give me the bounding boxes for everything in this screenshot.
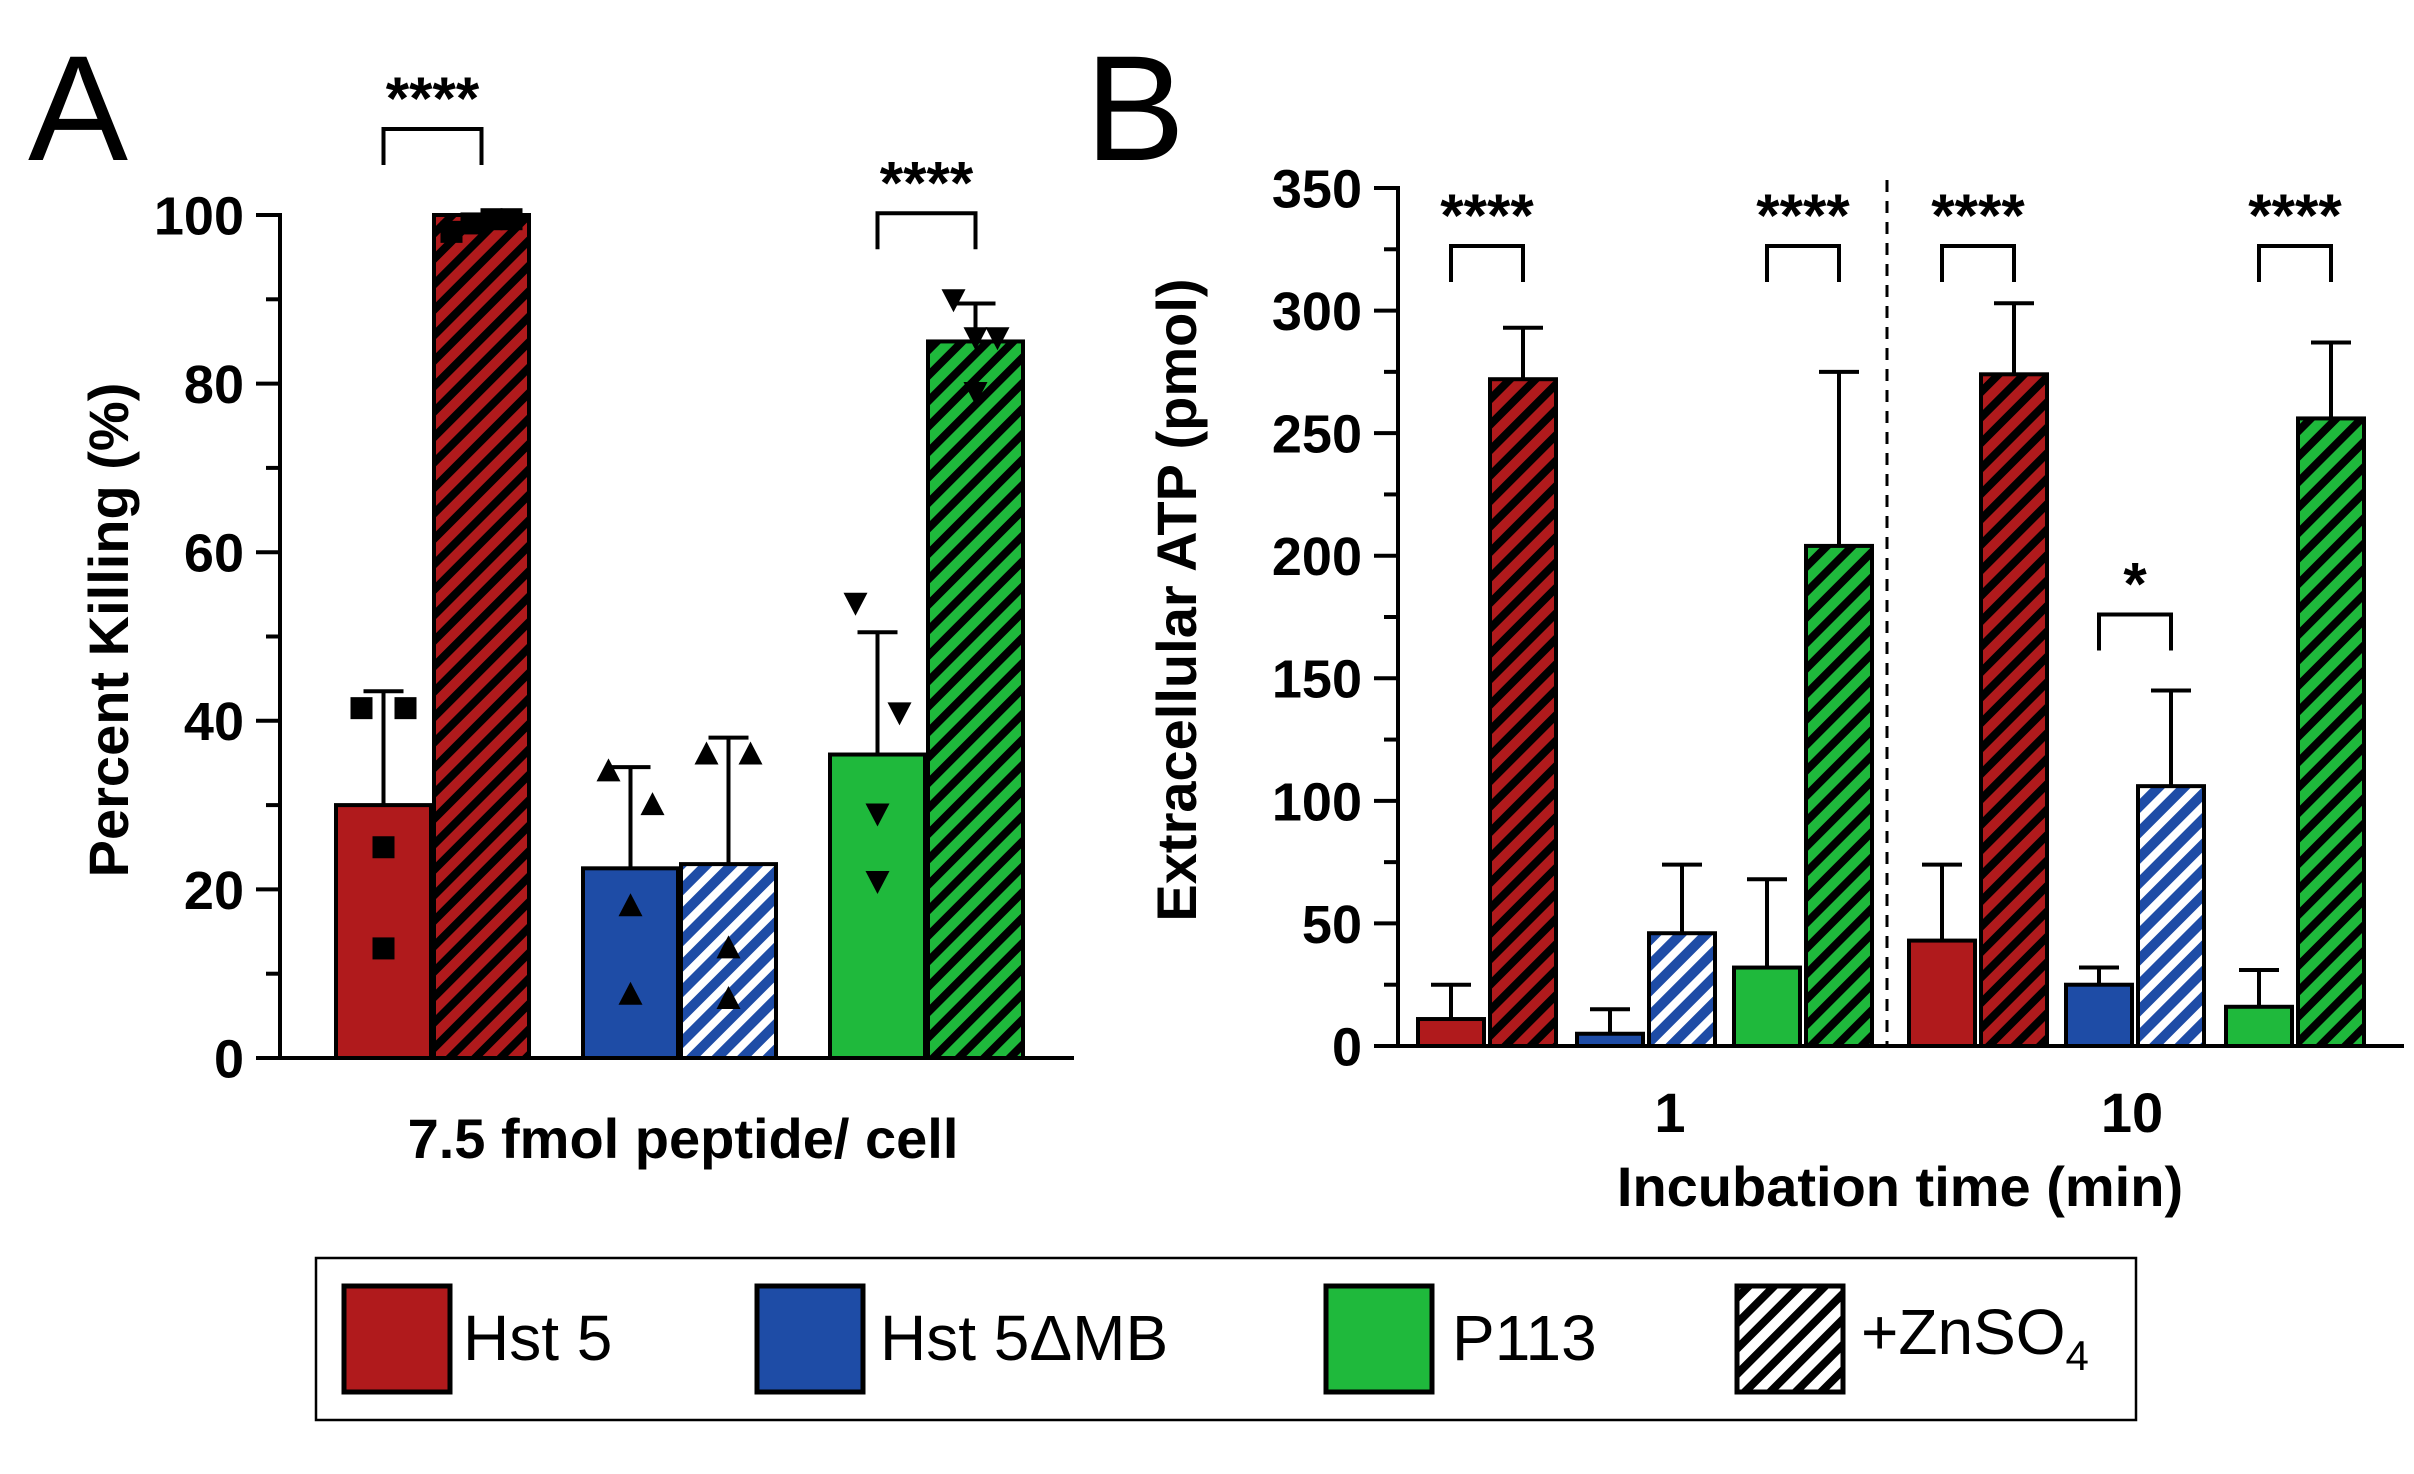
y-tick-label: 40 (184, 692, 244, 752)
data-point-3-1 (738, 741, 763, 765)
data-point-3-3 (716, 985, 741, 1009)
bar-p113-plain-4 (828, 752, 927, 1061)
bar-hst5dmb-zn-9 (2136, 784, 2206, 1048)
legend-label-p113: P113 (1452, 1302, 1597, 1374)
data-point-4-3 (865, 870, 890, 894)
y-tick-label: 200 (1272, 527, 1362, 587)
bar-hst5-plain-6 (1907, 938, 1977, 1048)
legend-swatch-znso4 (1734, 1283, 1846, 1395)
significance-bracket-b1 (1765, 244, 1841, 282)
legend-swatch-p113 (1323, 1283, 1435, 1395)
data-point-2-1 (640, 792, 665, 816)
significance-bracket-a1 (875, 211, 978, 250)
data-point-5-2 (963, 327, 988, 351)
y-tick-label: 0 (1332, 1017, 1362, 1077)
legend: Hst 5 Hst 5ΔMB P113 +ZnSO4 (314, 1256, 2138, 1422)
bar-p113-plain-4 (1732, 965, 1802, 1048)
legend-label-znso4-main: +ZnSO (1861, 1296, 2066, 1368)
panel-a: A **** **** 0 20 40 60 80 100 Percent Killing … (28, 24, 1074, 1170)
y-tick-label: 100 (154, 186, 244, 246)
bar-p113-zn-5 (926, 339, 1025, 1060)
y-tick-label: 0 (214, 1029, 244, 1089)
data-point-4-2 (865, 803, 890, 827)
y-tick-label: 20 (184, 861, 244, 921)
data-point-0-3 (372, 937, 395, 960)
bar-hst5-plain-0 (1416, 1017, 1486, 1049)
significance-label-b1: **** (1756, 182, 1850, 249)
significance-bracket-b2 (1940, 244, 2016, 282)
bar-p113-zn-11 (2296, 416, 2366, 1049)
bar-hst5dmb-zn-3 (1647, 931, 1717, 1049)
panel-a-letter: A (28, 24, 128, 192)
a-bars: **** **** (334, 65, 1025, 1061)
data-point-2-2 (618, 893, 643, 917)
data-point-1-2 (480, 208, 503, 231)
significance-label-a0: **** (386, 65, 480, 132)
significance-bracket-b3 (2097, 612, 2173, 651)
data-point-5-3 (963, 382, 988, 406)
legend-label-hst5: Hst 5 (463, 1302, 612, 1374)
bar-p113-zn-5 (1804, 543, 1874, 1048)
a-y-axis: 0 20 40 60 80 100 (154, 186, 1074, 1089)
data-point-2-0 (596, 758, 621, 782)
a-y-axis-label: Percent Killing (%) (77, 383, 140, 878)
b-y-axis: 0 50 100 150 200 250 300 350 (1272, 159, 2404, 1077)
bar-hst5-zn-7 (1979, 372, 2049, 1048)
data-point-4-1 (887, 702, 912, 726)
bar-hst5-zn-1 (1488, 377, 1558, 1048)
legend-label-znso4-sub: 4 (2066, 1332, 2089, 1379)
significance-label-b3: * (2123, 551, 2147, 618)
bar-hst5dmb-zn-3 (679, 862, 778, 1060)
panel-b-letter: B (1085, 24, 1185, 192)
data-point-5-1 (985, 327, 1010, 351)
y-tick-label: 350 (1272, 159, 1362, 219)
y-tick-label: 250 (1272, 405, 1362, 465)
y-tick-label: 60 (184, 524, 244, 584)
data-point-3-2 (716, 935, 741, 959)
y-tick-label: 80 (184, 355, 244, 415)
data-point-0-0 (350, 697, 373, 720)
data-point-1-1 (460, 212, 483, 235)
b-bars: **** **** ********* (1416, 182, 2366, 1049)
significance-bracket-a0 (381, 127, 484, 165)
y-tick-label: 300 (1272, 282, 1362, 342)
b-x-group-label-10: 10 (2101, 1081, 2163, 1144)
bar-p113-plain-10 (2224, 1004, 2294, 1049)
legend-label-znso4: +ZnSO4 (1861, 1296, 2089, 1379)
data-point-1-3 (500, 208, 523, 231)
b-x-axis-label: Incubation time (min) (1617, 1155, 2183, 1218)
significance-label-b0: **** (1440, 182, 1534, 249)
legend-label-hst5dmb: Hst 5ΔMB (880, 1302, 1168, 1374)
panel-b: B **** **** ********* 05010015020025030035… (1085, 24, 2404, 1218)
legend-swatch-hst5dmb (754, 1283, 866, 1395)
data-point-0-1 (394, 697, 417, 720)
data-point-0-2 (372, 836, 395, 859)
significance-bracket-b4 (2257, 244, 2333, 282)
a-x-axis-label: 7.5 fmol peptide/ cell (408, 1107, 959, 1170)
bar-hst5dmb-plain-8 (2064, 982, 2134, 1049)
y-tick-label: 100 (1272, 772, 1362, 832)
legend-swatch-hst5 (341, 1283, 453, 1395)
data-point-3-0 (694, 741, 719, 765)
b-y-axis-label: Extracellular ATP (pmol) (1145, 278, 1208, 921)
data-point-2-3 (618, 981, 643, 1005)
data-point-4-0 (843, 592, 868, 616)
b-x-group-label-1: 1 (1654, 1081, 1685, 1144)
significance-label-a1: **** (880, 149, 974, 216)
bar-hst5-zn-1 (432, 213, 531, 1060)
y-tick-label: 150 (1272, 650, 1362, 710)
y-tick-label: 50 (1302, 895, 1362, 955)
significance-label-b4: **** (2248, 182, 2342, 249)
data-point-1-0 (440, 220, 463, 243)
data-point-5-0 (941, 289, 966, 313)
significance-bracket-b0 (1449, 244, 1525, 282)
significance-label-b2: **** (1931, 182, 2025, 249)
